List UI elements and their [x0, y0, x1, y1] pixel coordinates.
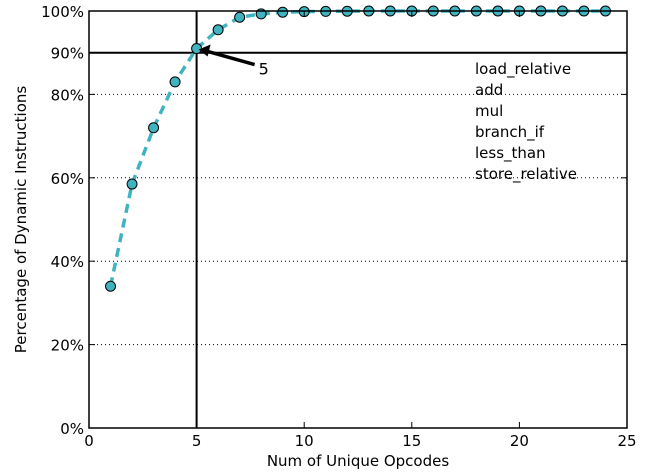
y-tick-label: 80%	[51, 86, 84, 104]
annotation: 5	[198, 44, 269, 79]
x-tick-label: 0	[84, 432, 94, 450]
x-axis-label: Num of Unique Opcodes	[267, 452, 450, 470]
y-tick-label: 90%	[51, 45, 84, 63]
y-tick-label: 20%	[51, 337, 84, 355]
x-tick-label: 20	[510, 432, 529, 450]
data-point	[212, 24, 224, 36]
opcode-name: mul	[475, 102, 503, 120]
data-point	[148, 122, 160, 134]
y-tick-label: 60%	[51, 170, 84, 188]
x-tick-label: 10	[295, 432, 314, 450]
x-tick-label: 5	[192, 432, 202, 450]
plot-frame	[88, 10, 628, 429]
x-tick-label: 15	[402, 432, 421, 450]
annotation-label: 5	[259, 60, 269, 79]
reference-lines	[89, 11, 627, 428]
opcode-name: add	[475, 81, 503, 99]
data-point	[169, 76, 181, 88]
x-tick-label: 25	[617, 432, 636, 450]
data-point	[277, 6, 289, 18]
y-tick-label: 40%	[51, 253, 84, 271]
data-point	[126, 178, 138, 190]
data-point	[105, 280, 117, 292]
ticks-layer: 0 5 10 15 20 25 0% 20% 40% 60% 80% 90% 100%	[41, 3, 636, 450]
opcode-name: branch_if	[475, 123, 545, 142]
y-tick-label: 100%	[41, 3, 84, 21]
annotation-arrow-head	[198, 44, 211, 57]
annotation-arrow-shaft	[204, 48, 256, 67]
grid-layer	[89, 93, 627, 346]
opcode-name: store_relative	[475, 165, 577, 184]
opcode-name: load_relative	[475, 60, 571, 79]
data-point	[234, 11, 246, 23]
data-point	[191, 43, 203, 55]
y-axis-label: Percentage of Dynamic Instructions	[12, 86, 30, 354]
y-tick-label: 0%	[60, 420, 84, 438]
opcode-name: less_than	[475, 144, 546, 163]
